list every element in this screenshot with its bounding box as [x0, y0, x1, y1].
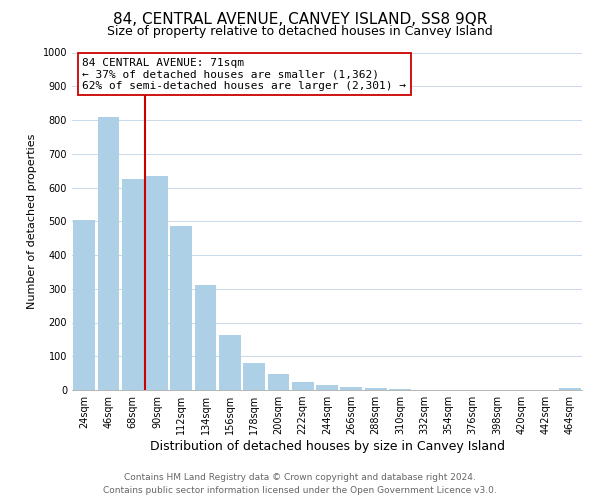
- Bar: [194, 286, 217, 390]
- Bar: [170, 226, 192, 390]
- Bar: [365, 388, 386, 390]
- Bar: [340, 386, 362, 390]
- Bar: [243, 363, 265, 390]
- Bar: [97, 116, 119, 390]
- Bar: [292, 382, 314, 390]
- Bar: [316, 385, 338, 390]
- Text: Size of property relative to detached houses in Canvey Island: Size of property relative to detached ho…: [107, 25, 493, 38]
- Bar: [559, 388, 581, 390]
- Text: 84, CENTRAL AVENUE, CANVEY ISLAND, SS8 9QR: 84, CENTRAL AVENUE, CANVEY ISLAND, SS8 9…: [113, 12, 487, 28]
- Text: 84 CENTRAL AVENUE: 71sqm
← 37% of detached houses are smaller (1,362)
62% of sem: 84 CENTRAL AVENUE: 71sqm ← 37% of detach…: [82, 58, 406, 91]
- Bar: [73, 220, 95, 390]
- Bar: [268, 374, 289, 390]
- Bar: [146, 176, 168, 390]
- Text: Contains HM Land Registry data © Crown copyright and database right 2024.
Contai: Contains HM Land Registry data © Crown c…: [103, 474, 497, 495]
- Bar: [219, 336, 241, 390]
- Y-axis label: Number of detached properties: Number of detached properties: [27, 134, 37, 309]
- X-axis label: Distribution of detached houses by size in Canvey Island: Distribution of detached houses by size …: [149, 440, 505, 453]
- Bar: [122, 179, 143, 390]
